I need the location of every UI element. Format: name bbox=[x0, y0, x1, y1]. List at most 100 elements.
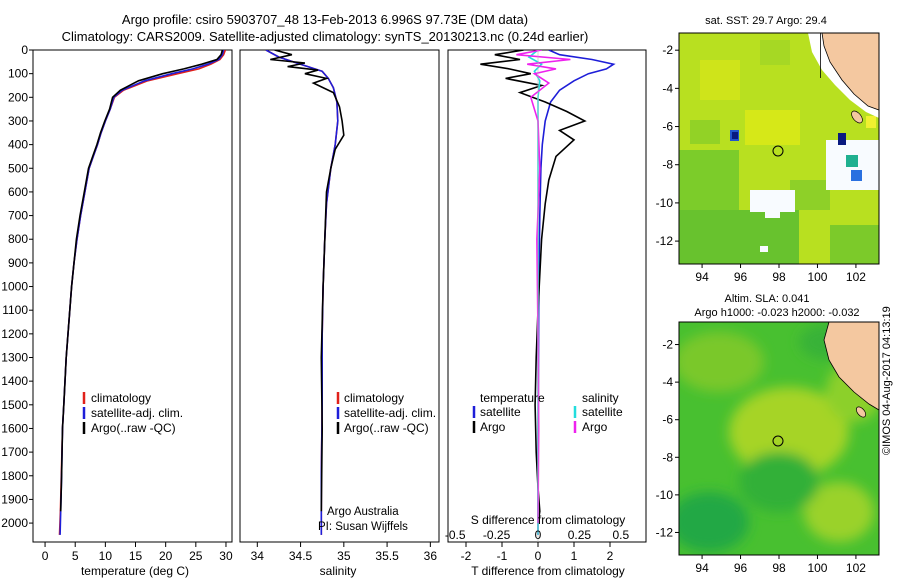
sst-cell bbox=[679, 210, 799, 264]
legend-label-climatology: climatology bbox=[344, 391, 404, 405]
sst-map: sat. SST: 29.7 Argo: 29.4 bbox=[656, 15, 880, 284]
x-tick-label: 10 bbox=[99, 549, 113, 563]
map-y-tick-label: -4 bbox=[662, 81, 673, 95]
y-tick-label: 1000 bbox=[1, 280, 28, 294]
y-tick-label: 600 bbox=[8, 185, 28, 199]
sst-cool-cell bbox=[851, 170, 862, 181]
x-tick-label: -1 bbox=[497, 549, 508, 563]
s-difference-label: S difference from climatology bbox=[471, 513, 626, 527]
salinity-plot-frame bbox=[239, 49, 440, 543]
sla-high-blob bbox=[679, 332, 764, 392]
y-tick-label: 700 bbox=[8, 209, 28, 223]
sst-warm-cell bbox=[866, 116, 876, 128]
x-tick-label: 0 bbox=[535, 549, 542, 563]
legend-label-argo: Argo(..raw -QC) bbox=[91, 421, 176, 435]
sst-missing-cell bbox=[765, 208, 780, 218]
figure-title-line1: Argo profile: csiro 5903707_48 13-Feb-20… bbox=[121, 12, 529, 27]
x-tick-label: 5 bbox=[72, 549, 79, 563]
top-tick-label: 0.25 bbox=[568, 528, 592, 542]
map-y-tick-label: -8 bbox=[662, 450, 673, 464]
map-x-tick-label: 102 bbox=[846, 561, 866, 575]
difference-legend: temperature salinity satellite Argo sate… bbox=[472, 391, 623, 434]
map-x-tick-label: 94 bbox=[695, 270, 709, 284]
y-tick-label: 1100 bbox=[2, 303, 28, 317]
sla-map: Altim. SLA: 0.041 Argo h1000: -0.023 h20… bbox=[656, 293, 880, 575]
map-y-tick-label: -2 bbox=[662, 43, 673, 57]
island bbox=[851, 110, 863, 124]
figure-title-line2: Climatology: CARS2009. Satellite-adjuste… bbox=[61, 29, 589, 44]
sumatra-land bbox=[823, 322, 879, 411]
legend-label-s-argo: Argo bbox=[582, 420, 608, 434]
t-difference-xlabel: T difference from climatology bbox=[471, 564, 625, 578]
x-tick-label: 2 bbox=[607, 549, 614, 563]
sla-map-title-line2: Argo h1000: -0.023 h2000: -0.032 bbox=[694, 307, 859, 319]
map-y-tick-label: -8 bbox=[662, 158, 673, 172]
y-tick-label: 200 bbox=[8, 90, 28, 104]
map-x-tick-label: 96 bbox=[734, 561, 748, 575]
legend-label-satellite: satellite-adj. clim. bbox=[344, 406, 436, 420]
legend-label-s-satellite: satellite bbox=[582, 405, 623, 419]
sst-cell bbox=[830, 225, 879, 264]
y-tick-label: 0 bbox=[21, 43, 28, 57]
legend-title-temperature: temperature bbox=[480, 391, 545, 405]
map-y-tick-label: -6 bbox=[662, 120, 673, 134]
map-y-tick-label: -2 bbox=[662, 338, 673, 352]
x-tick-label: 20 bbox=[159, 549, 173, 563]
x-tick-label: 34 bbox=[251, 549, 265, 563]
sst-map-title: sat. SST: 29.7 Argo: 29.4 bbox=[705, 15, 827, 27]
sst-cell bbox=[745, 110, 800, 145]
series-argo-raw-qc bbox=[270, 50, 345, 512]
x-tick-label: 30 bbox=[219, 549, 233, 563]
sla-low-blob bbox=[679, 492, 749, 552]
legend-label-t-argo: Argo bbox=[480, 420, 506, 434]
x-tick-label: -2 bbox=[461, 549, 472, 563]
series-argo-raw-qc bbox=[59, 50, 224, 512]
sst-cell bbox=[700, 60, 740, 100]
y-tick-label: 900 bbox=[8, 256, 28, 270]
x-tick-label: 15 bbox=[129, 549, 143, 563]
legend-title-salinity: salinity bbox=[582, 391, 619, 405]
y-tick-label: 1400 bbox=[1, 374, 28, 388]
map-y-tick-label: -12 bbox=[656, 525, 674, 539]
x-tick-label: 1 bbox=[571, 549, 578, 563]
sst-cool-cell bbox=[846, 155, 858, 167]
argo-position-marker bbox=[772, 435, 784, 447]
salinity-panel: 34 34.5 35 35.5 36 salinity climatology sate… bbox=[239, 49, 440, 578]
top-tick-label: 0.5 bbox=[612, 528, 629, 542]
map-y-tick-label: -6 bbox=[662, 413, 673, 427]
y-tick-label: 1900 bbox=[1, 492, 28, 506]
legend-label-climatology: climatology bbox=[91, 391, 151, 405]
sst-cool-cell bbox=[732, 132, 738, 139]
salinity-xlabel: salinity bbox=[320, 564, 357, 578]
legend-label-t-satellite: satellite bbox=[480, 405, 521, 419]
legend-label-satellite: satellite-adj. clim. bbox=[91, 406, 183, 420]
map-x-tick-label: 100 bbox=[807, 270, 827, 284]
top-tick-label: -0.5 bbox=[445, 528, 466, 542]
credit-argo-australia: Argo Australia bbox=[327, 506, 399, 518]
sst-cell bbox=[690, 120, 720, 144]
x-tick-label: 34.5 bbox=[289, 549, 313, 563]
sla-map-title-line1: Altim. SLA: 0.041 bbox=[725, 293, 810, 305]
x-tick-label: 36 bbox=[424, 549, 438, 563]
map-x-tick-label: 100 bbox=[807, 561, 827, 575]
difference-panel: -2 -1 0 1 2 -0.5 -0.25 0 0.25 0.5 S difference f… bbox=[445, 49, 647, 578]
sst-cell bbox=[790, 180, 830, 210]
sst-missing-cell bbox=[750, 190, 795, 212]
x-tick-label: 35.5 bbox=[375, 549, 399, 563]
y-tick-label: 400 bbox=[8, 138, 28, 152]
map-x-tick-label: 98 bbox=[772, 561, 786, 575]
credit-pi: PI: Susan Wijffels bbox=[318, 521, 408, 533]
sla-high-blob bbox=[804, 482, 874, 542]
y-tick-label: 1600 bbox=[1, 421, 28, 435]
map-x-tick-label: 94 bbox=[695, 561, 709, 575]
map-y-tick-label: -10 bbox=[656, 196, 674, 210]
map-x-tick-label: 102 bbox=[846, 270, 866, 284]
y-tick-label: 1300 bbox=[1, 351, 28, 365]
map-x-tick-label: 98 bbox=[772, 270, 786, 284]
temperature-plot-frame bbox=[32, 49, 233, 543]
y-tick-label: 100 bbox=[8, 67, 28, 81]
sst-cell bbox=[760, 40, 790, 65]
top-tick-label: 0 bbox=[535, 528, 542, 542]
series-temperature-argo bbox=[480, 50, 587, 524]
